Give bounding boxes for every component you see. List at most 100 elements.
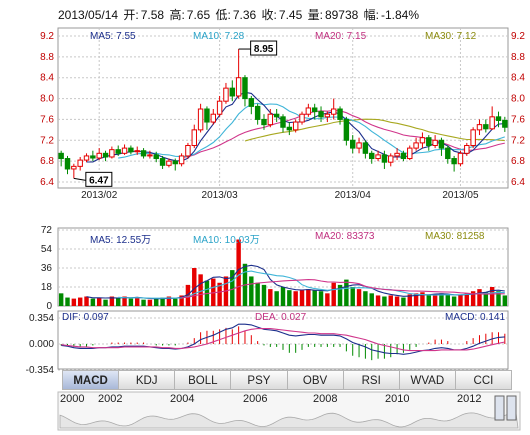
candle-body xyxy=(470,129,476,147)
candle-body xyxy=(64,158,71,170)
candle-body xyxy=(172,160,178,165)
volume-bar xyxy=(198,274,203,306)
candle-body xyxy=(375,154,381,160)
tab-macd[interactable]: MACD xyxy=(62,370,120,390)
chg-value: -1.84% xyxy=(381,8,420,22)
volume-bar xyxy=(192,268,197,306)
volume-bar xyxy=(135,297,140,306)
low-value: 7.36 xyxy=(232,8,257,22)
vol-ma30-label: MA30: 81258 xyxy=(425,231,485,242)
volume-bar xyxy=(350,287,355,306)
price-x-tick: 2013/05 xyxy=(442,190,479,201)
volume-bar xyxy=(71,298,77,306)
price-y-tick-left: 7.6 xyxy=(40,114,54,125)
candle-body xyxy=(248,98,255,107)
volume-bar xyxy=(477,289,482,306)
price-y-tick-left: 6.4 xyxy=(40,177,54,188)
price-y-tick-right: 8.4 xyxy=(511,73,525,84)
price-x-tick: 2013/02 xyxy=(81,190,118,201)
price-y-tick-left: 8.0 xyxy=(40,94,54,105)
tab-cci[interactable]: CCI xyxy=(455,370,512,390)
vol-ma5-label: MA5: 12.55万 xyxy=(90,235,152,246)
candle-body xyxy=(153,154,159,160)
price-ma30-label: MA30: 7.12 xyxy=(425,31,477,42)
open-value: 7.58 xyxy=(140,8,165,22)
candle-body xyxy=(185,145,191,157)
volume-bar xyxy=(293,291,298,306)
volume-bar xyxy=(502,295,508,306)
candle-body xyxy=(140,150,147,157)
volume-bar xyxy=(445,294,451,306)
vol-label: 量: xyxy=(307,8,323,22)
volume-bar xyxy=(274,291,279,306)
volume-bar xyxy=(249,276,254,306)
price-y-tick-right: 8.0 xyxy=(511,94,525,105)
candle-body xyxy=(432,139,438,147)
volume-bar xyxy=(299,290,305,306)
volume-bar xyxy=(375,295,381,306)
volume-bar xyxy=(318,291,324,306)
candle-body xyxy=(483,124,489,130)
tab-kdj[interactable]: KDJ xyxy=(119,370,176,390)
candle-body xyxy=(343,118,350,141)
close-label: 收: xyxy=(261,8,277,22)
volume-bar xyxy=(464,293,470,306)
tab-psy[interactable]: PSY xyxy=(231,370,288,390)
candle-body xyxy=(394,152,400,157)
volume-y-tick: 36 xyxy=(41,263,53,274)
close-value: 7.45 xyxy=(278,8,303,22)
dif-label: DIF: 0.097 xyxy=(62,312,109,323)
volume-bar xyxy=(84,296,89,306)
tab-obv[interactable]: OBV xyxy=(287,370,344,390)
candle-body xyxy=(178,155,185,165)
price-y-tick-left: 8.8 xyxy=(40,52,54,63)
candle-body xyxy=(286,126,293,131)
price-x-tick: 2013/03 xyxy=(202,190,239,201)
candle-body xyxy=(476,124,483,131)
tab-boll[interactable]: BOLL xyxy=(175,370,232,390)
volume-bar xyxy=(483,292,489,306)
candle-body xyxy=(330,108,337,115)
volume-bar xyxy=(363,291,368,306)
indicator-tabs: MACD KDJ BOLL PSY OBV RSI WVAD CCI xyxy=(62,370,512,390)
volume-bar xyxy=(160,297,165,306)
tab-wvad[interactable]: WVAD xyxy=(399,370,456,390)
volume-bar xyxy=(369,293,374,306)
open-label: 开: xyxy=(123,8,139,22)
annotation-leader-min xyxy=(73,177,86,181)
candle-body xyxy=(292,121,299,131)
volume-bar xyxy=(166,296,172,306)
volume-bar xyxy=(356,289,362,306)
volume-bar xyxy=(90,298,96,306)
candle-body xyxy=(159,158,166,166)
volume-bar xyxy=(413,293,419,306)
price-ma20-label: MA20: 7.15 xyxy=(315,31,367,42)
volume-bar xyxy=(388,295,393,306)
candle-body xyxy=(96,152,102,159)
price-panel: 9.2 9.2 8.8 8.8 8.4 8.4 8.0 8.0 7.6 7.6 7.2 7.2 6.8 6… xyxy=(40,28,525,201)
macd-y-tick: 0.354 xyxy=(29,313,54,324)
price-y-tick-left: 6.8 xyxy=(40,156,54,167)
candle-body xyxy=(261,118,267,126)
candle-body xyxy=(381,154,388,163)
candle-body xyxy=(121,147,128,154)
candle-body xyxy=(235,77,242,97)
candle-body xyxy=(115,149,121,154)
candle-body xyxy=(254,105,261,120)
volume-bar xyxy=(420,292,425,306)
price-y-tick-right: 7.6 xyxy=(511,114,525,125)
volume-ma5-line xyxy=(86,264,505,300)
candle-body xyxy=(90,155,96,159)
volume-y-tick: 18 xyxy=(41,282,53,293)
candle-body xyxy=(362,142,369,154)
price-y-tick-left: 9.2 xyxy=(40,31,54,42)
candle-body xyxy=(299,113,305,123)
vol-ma10-label: MA10: 10.03万 xyxy=(193,235,260,246)
volume-bar xyxy=(109,296,115,306)
volume-bar xyxy=(331,282,336,306)
candle-body xyxy=(337,108,343,120)
candle-body xyxy=(267,113,274,126)
volume-ma-legend: MA5: 12.55万 MA10: 10.03万 MA20: 83373 MA3… xyxy=(0,231,530,246)
tab-rsi[interactable]: RSI xyxy=(343,370,400,390)
candle-body xyxy=(495,116,502,121)
